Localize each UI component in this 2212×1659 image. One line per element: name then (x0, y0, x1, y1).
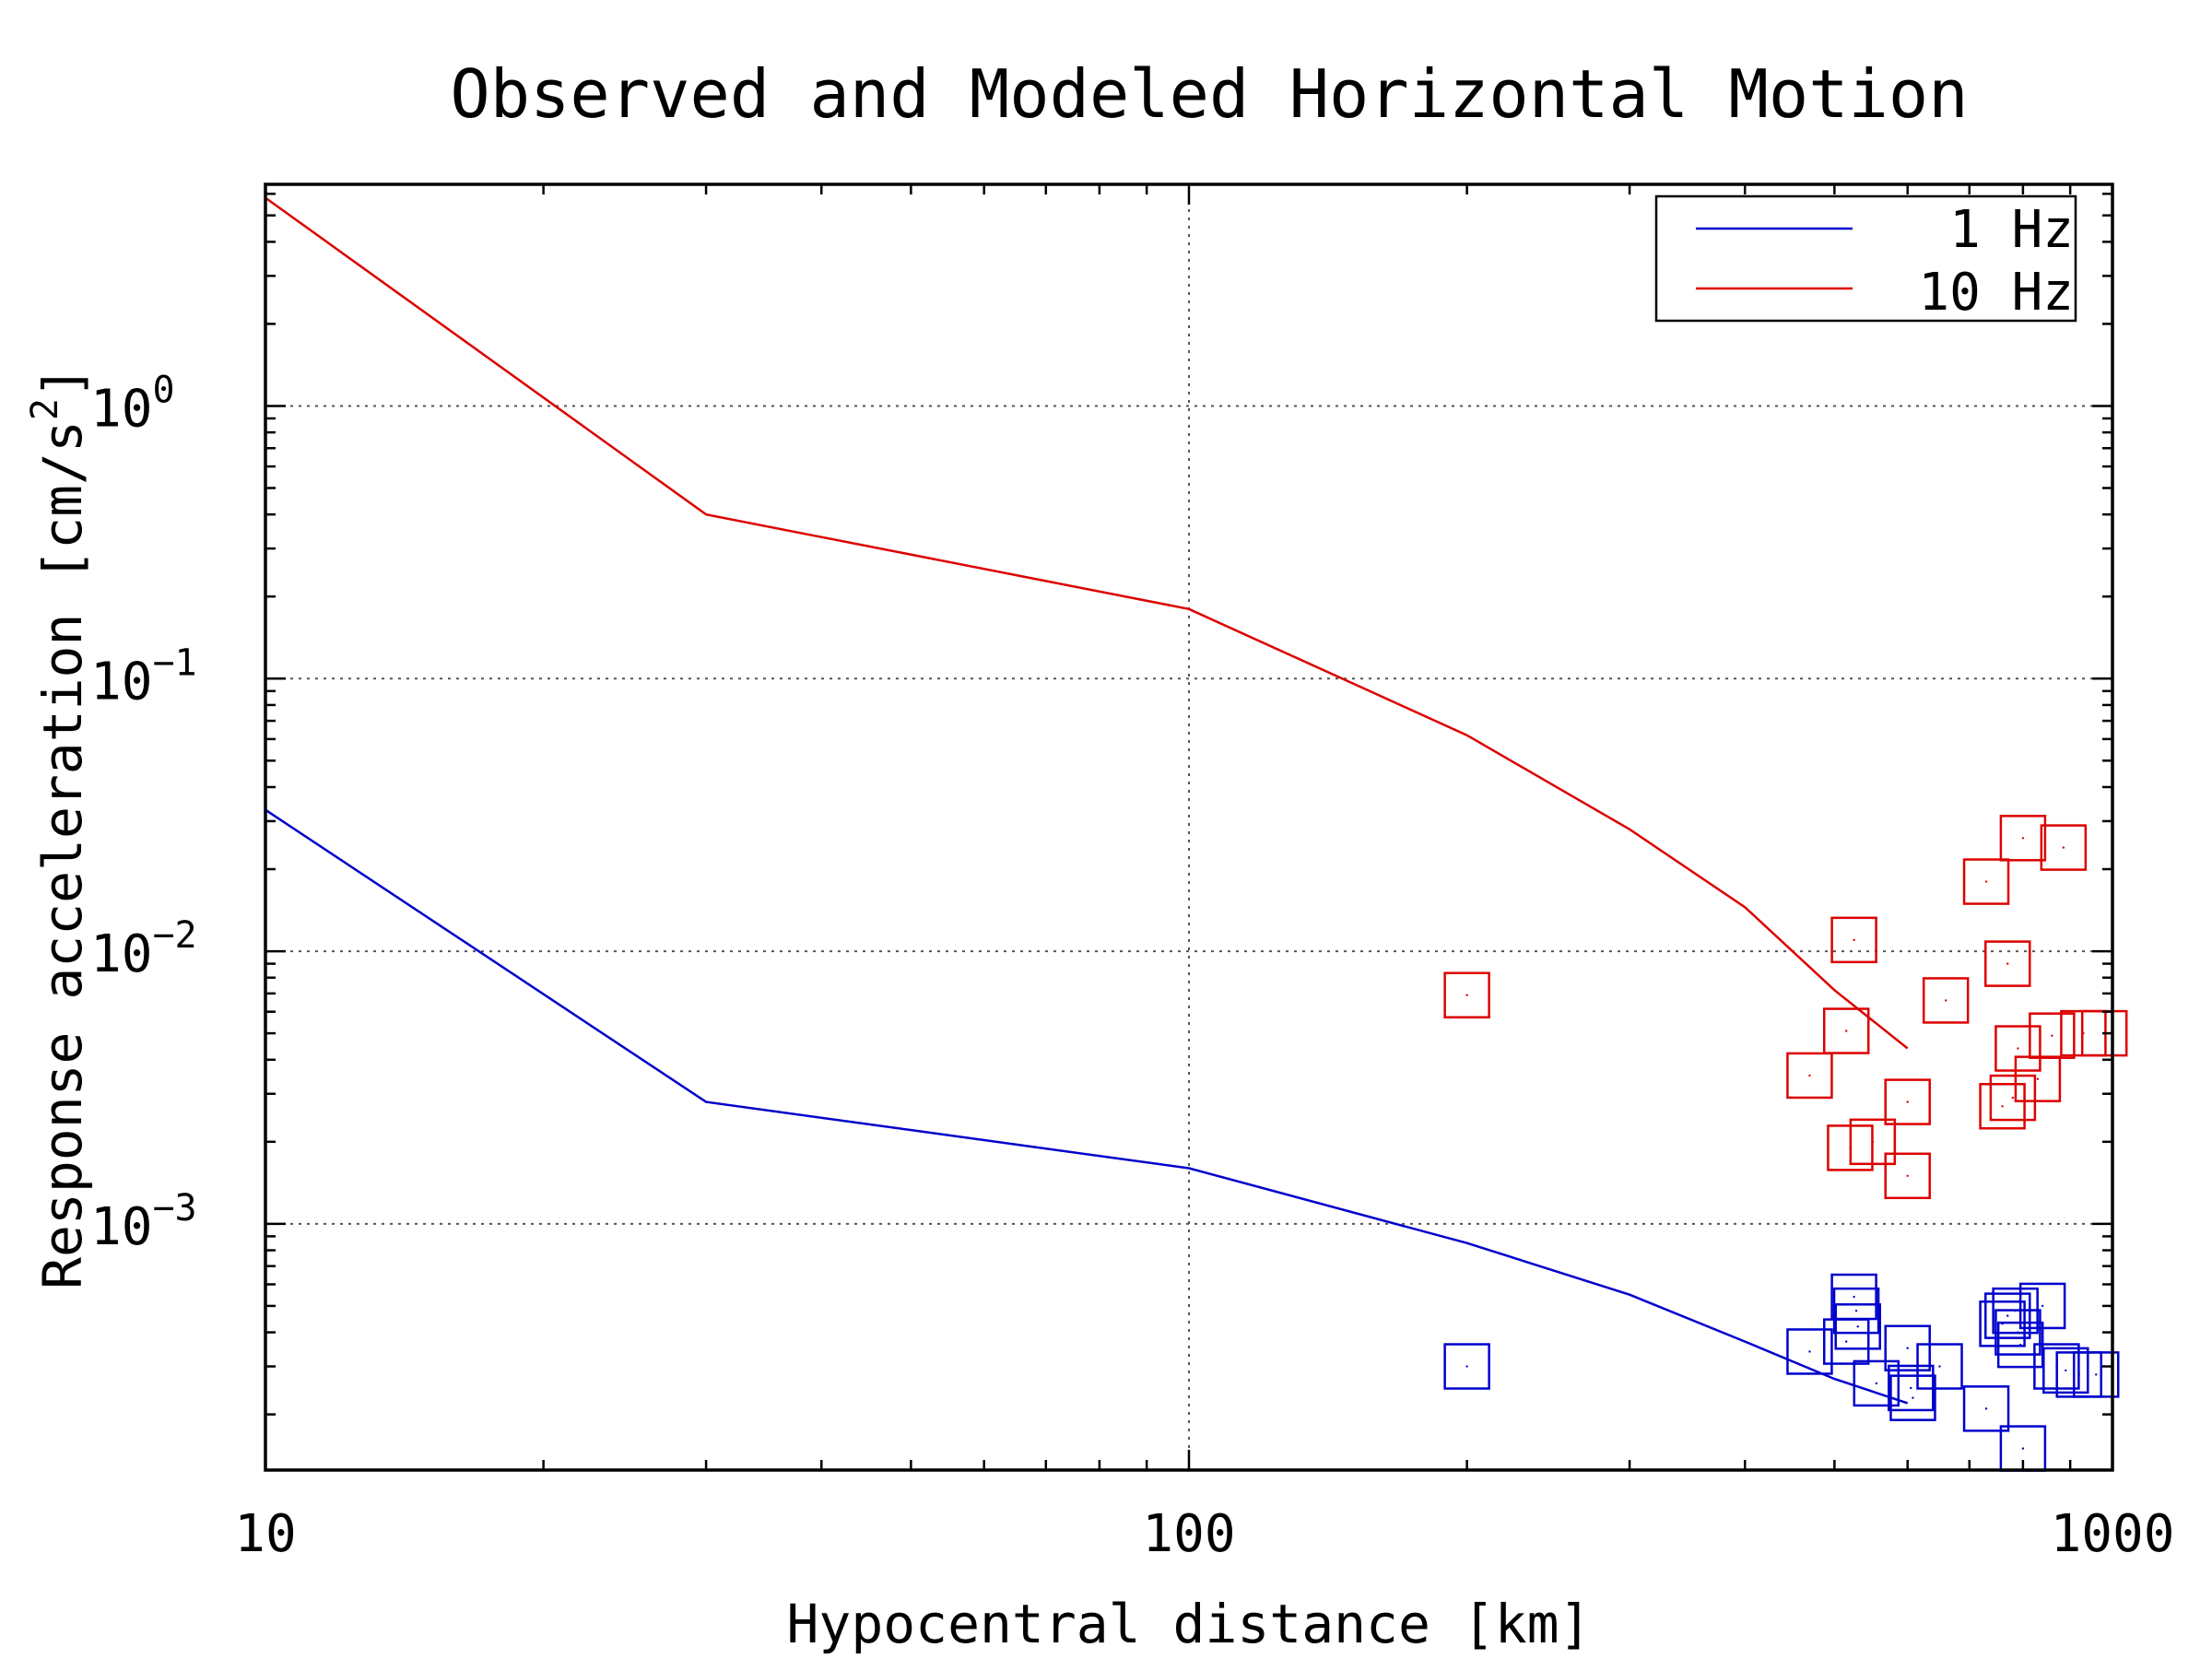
data-point-center-10-hz-observed (2011, 1096, 2015, 1100)
data-point-center-10-hz-observed (1906, 1174, 1909, 1177)
data-point-1-hz-observed (1916, 1343, 1963, 1390)
data-point-10-hz-observed (1849, 1118, 1897, 1166)
legend-label-10hz: 10 Hz (1918, 263, 2074, 323)
y-tick-label-exponent: −1 (152, 641, 196, 684)
data-point-1-hz-observed (1853, 1359, 1900, 1407)
data-point-center-1-hz-observed (2077, 1373, 2080, 1376)
data-point-center-10-hz-observed (2021, 837, 2025, 840)
x-tick-label: 1000 (2051, 1504, 2175, 1564)
data-point-10-hz-observed (1994, 1025, 2041, 1072)
data-point-10-hz-observed (1979, 1083, 2026, 1130)
data-point-center-10-hz-observed (1845, 1030, 1848, 1032)
data-point-center-1-hz-observed (2095, 1373, 2098, 1376)
y-tick-label: 10−2 (90, 914, 197, 984)
data-point-center-10-hz-observed (1944, 999, 1947, 1002)
y-tick-label-base: 10 (90, 924, 152, 984)
y-tick-label-exponent: −2 (152, 914, 196, 957)
y-axis-label: Response acceleration [cm/s2] (24, 366, 94, 1289)
data-point-10-hz-observed (1984, 940, 2031, 987)
legend: 1 Hz 10 Hz (1654, 194, 2077, 323)
y-tick-label-exponent: 0 (152, 369, 174, 411)
y-tick-label-base: 10 (90, 652, 152, 712)
data-point-1-hz-observed (1884, 1324, 1931, 1371)
data-point-center-10-hz-observed (2006, 962, 2009, 965)
data-point-center-1-hz-observed (1853, 1295, 1855, 1299)
data-point-1-hz-observed (2042, 1347, 2089, 1394)
data-point-center-10-hz-observed (1808, 1074, 1811, 1077)
data-point-1-hz-observed (1962, 1385, 2010, 1432)
data-point-center-1-hz-observed (2006, 1314, 2009, 1317)
model-curve-1-hz (265, 808, 1909, 1405)
y-axis-label-close: ] (31, 366, 94, 398)
data-point-10-hz-observed (1830, 916, 1877, 964)
data-point-10-hz-observed (1999, 815, 2047, 862)
data-point-10-hz-observed (1443, 971, 1490, 1018)
data-point-center-1-hz-observed (2021, 1447, 2025, 1450)
data-point-center-1-hz-observed (1845, 1340, 1848, 1343)
data-point-center-1-hz-observed (1906, 1347, 1909, 1349)
grid-lines (265, 184, 2112, 1470)
data-point-center-10-hz-observed (2001, 1105, 2004, 1108)
data-point-1-hz-observed (1443, 1343, 1490, 1390)
data-point-center-1-hz-observed (1938, 1365, 1941, 1368)
data-point-1-hz-observed (2018, 1282, 2066, 1330)
data-point-1-hz-observed (1830, 1273, 1877, 1321)
y-tick-label: 10−3 (90, 1187, 197, 1257)
data-point-center-1-hz-observed (1875, 1382, 1877, 1385)
data-point-1-hz-observed (1889, 1374, 1936, 1421)
data-point-center-1-hz-observed (2041, 1304, 2044, 1308)
data-point-10-hz-observed (1822, 1007, 1870, 1054)
y-tick-label: 100 (90, 369, 175, 439)
x-tick-label: 100 (1142, 1504, 1235, 1564)
model-curve-10-hz (265, 196, 1909, 1050)
y-axis-label-superscript: 2 (24, 398, 66, 420)
data-point-10-hz-observed (1884, 1078, 1931, 1125)
data-point-center-10-hz-observed (1984, 880, 1988, 883)
x-axis-label: Hypocentral distance [km] (787, 1593, 1592, 1655)
y-axis-label-main: Response acceleration [cm/s (31, 420, 94, 1289)
data-point-1-hz-observed (1834, 1303, 1881, 1350)
legend-label-1hz: 1 Hz (1949, 200, 2074, 260)
data-point-10-hz-observed (1989, 1074, 2037, 1122)
y-tick-label: 10−1 (90, 641, 197, 712)
data-point-center-1-hz-observed (2017, 1331, 2019, 1334)
data-point-1-hz-observed (1786, 1328, 1833, 1375)
data-point-1-hz-observed (1984, 1292, 2031, 1339)
data-point-center-10-hz-observed (1853, 938, 1855, 942)
data-point-center-10-hz-observed (2017, 1047, 2019, 1050)
data-point-10-hz-observed (2040, 824, 2088, 871)
data-point-center-1-hz-observed (1912, 1396, 1914, 1399)
chart-title: Observed and Modeled Horizontal Motion (450, 55, 1968, 133)
data-point-1-hz-observed (2072, 1351, 2120, 1398)
data-point-10-hz-observed (1922, 977, 1970, 1024)
data-point-center-10-hz-observed (2062, 846, 2065, 849)
data-point-center-1-hz-observed (1465, 1365, 1468, 1368)
data-point-1-hz-observed (1994, 1309, 2041, 1356)
data-point-center-1-hz-observed (1808, 1350, 1811, 1353)
data-point-center-1-hz-observed (2065, 1369, 2067, 1372)
y-tick-label-exponent: −3 (152, 1187, 196, 1230)
data-point-center-10-hz-observed (1906, 1100, 1909, 1103)
data-point-10-hz-observed (1962, 858, 2010, 905)
plot-area (265, 196, 2128, 1472)
y-tick-label-base: 10 (90, 1197, 152, 1257)
data-point-10-hz-observed (2029, 1012, 2076, 1059)
data-point-center-1-hz-observed (1984, 1407, 1988, 1410)
legend-box (1654, 194, 2077, 323)
data-point-center-10-hz-observed (2036, 1077, 2040, 1080)
x-tick-label: 10 (234, 1504, 296, 1564)
data-point-center-10-hz-observed (1871, 1140, 1875, 1144)
data-point-center-1-hz-observed (1910, 1386, 1912, 1390)
data-point-center-1-hz-observed (1856, 1325, 1859, 1328)
data-point-center-10-hz-observed (1465, 994, 1468, 996)
data-point-center-1-hz-observed (2018, 1343, 2022, 1347)
data-point-10-hz-observed (1884, 1152, 1931, 1200)
y-tick-label-base: 10 (90, 379, 152, 439)
data-point-center-1-hz-observed (1854, 1309, 1858, 1312)
data-point-1-hz-observed (1832, 1287, 1880, 1335)
data-point-center-10-hz-observed (2051, 1034, 2053, 1037)
data-point-10-hz-observed (1786, 1052, 1833, 1100)
